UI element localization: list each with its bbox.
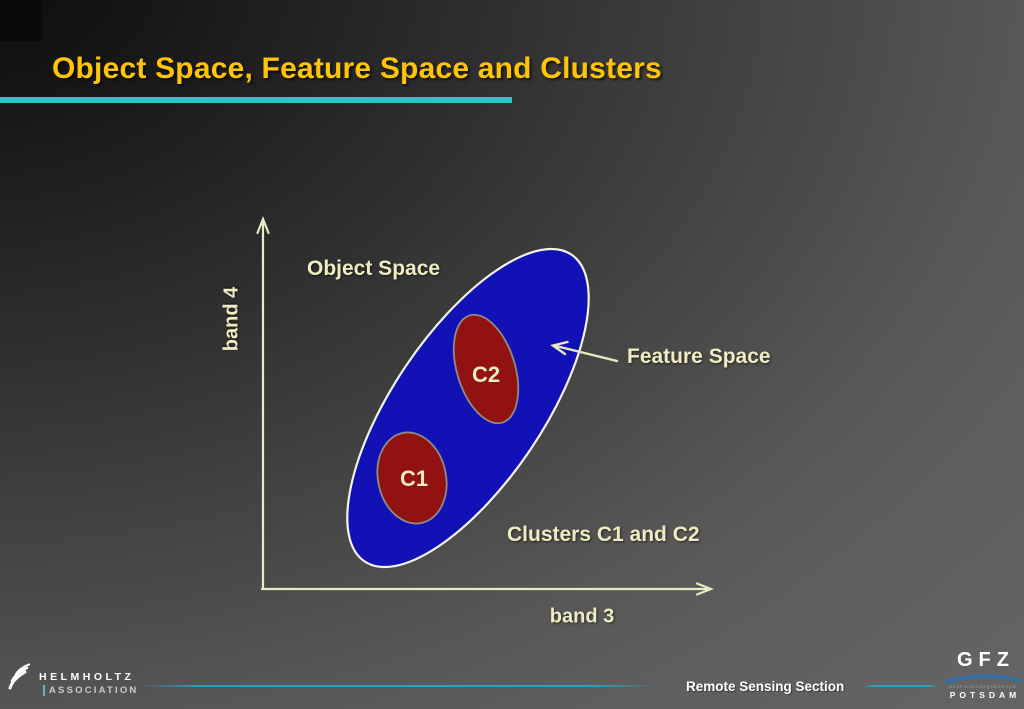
cluster-c1-label: C1 [400,466,428,491]
corner-decoration [0,0,42,41]
gfz-arc-icon [944,674,1022,684]
feature-space-arrowhead [550,340,569,356]
helmholtz-bar-icon [43,685,45,696]
helmholtz-association: ASSOCIATION [43,685,138,696]
helmholtz-swoosh-icon [8,663,31,690]
page-title: Object Space, Feature Space and Clusters [52,52,662,85]
x-axis [260,582,715,596]
footer-divider-left [138,685,657,687]
cluster-c2-ellipse [452,313,520,425]
object-space-label: Object Space [307,257,441,280]
footer-divider-right [864,685,938,687]
gfz-logo: GFZ GeoForschungsZentrum POTSDAM [944,649,1022,700]
helmholtz-name: HELMHOLTZ [39,671,135,683]
gfz-city: POTSDAM [949,690,1021,700]
y-axis-arrowhead [256,215,270,235]
feature-space-label: Feature Space [627,345,771,368]
clusters-label: Clusters C1 and C2 [507,523,700,546]
feature-space-arrow [550,340,619,363]
cluster-c1-ellipse [376,431,448,525]
helmholtz-logo: HELMHOLTZ ASSOCIATION [8,660,138,696]
section-label: Remote Sensing Section [686,679,845,694]
helmholtz-text: HELMHOLTZ ASSOCIATION [39,660,138,696]
gfz-subtext: GeoForschungsZentrum [948,684,1018,689]
y-axis-label: band 4 [220,286,243,352]
title-underline [0,97,512,103]
x-axis-label: band 3 [549,605,615,628]
helmholtz-association-text: ASSOCIATION [49,685,139,696]
cluster-c2-label: C2 [472,362,500,387]
x-axis-arrowhead [695,582,715,596]
gfz-acronym: GFZ [957,649,1015,671]
y-axis [256,215,270,591]
